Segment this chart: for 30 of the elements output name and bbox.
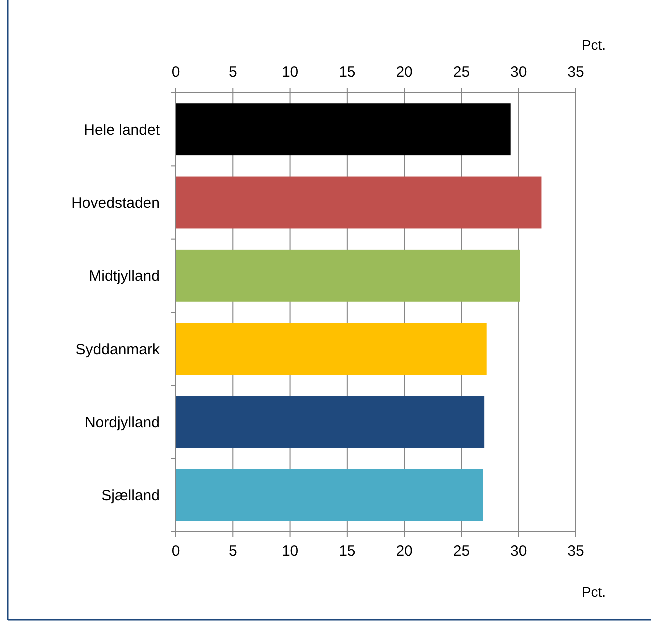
y-tick-label: Hovedstaden [72,195,160,212]
y-tick-label: Syddanmark [76,341,160,358]
x-tick-label: 20 [396,543,413,560]
x2-tick-label: 20 [396,64,413,81]
bar [176,323,487,376]
y-tick-label: Hele landet [84,122,161,139]
bar [176,104,511,156]
x2-tick-label: 10 [282,64,299,81]
bar [176,250,520,302]
bar [176,396,485,448]
x-tick-label: 10 [282,543,299,560]
y-tick-label: Sjælland [102,488,160,505]
bar [176,176,542,229]
x2-tick-label: 25 [453,64,470,81]
x-tick-label: 25 [453,543,470,560]
x2-axis-title: Pct. [582,37,606,53]
x2-tick-label: 5 [228,64,238,81]
x2-tick-label: 35 [568,64,584,81]
x-tick-label: 0 [172,543,180,560]
x-axis-title: Pct. [582,584,606,600]
x2-tick-label: 15 [339,64,356,81]
y-tick-label: Nordjylland [84,414,160,432]
x2-tick-label: 30 [510,64,528,81]
x-tick-label: 5 [228,543,238,560]
bar [176,469,484,522]
x2-tick-label: 0 [172,64,180,81]
y-tick-label: Midtjylland [89,268,160,286]
x-tick-label: 30 [510,543,528,560]
x-tick-label: 15 [339,543,356,560]
x-tick-label: 35 [568,543,584,560]
